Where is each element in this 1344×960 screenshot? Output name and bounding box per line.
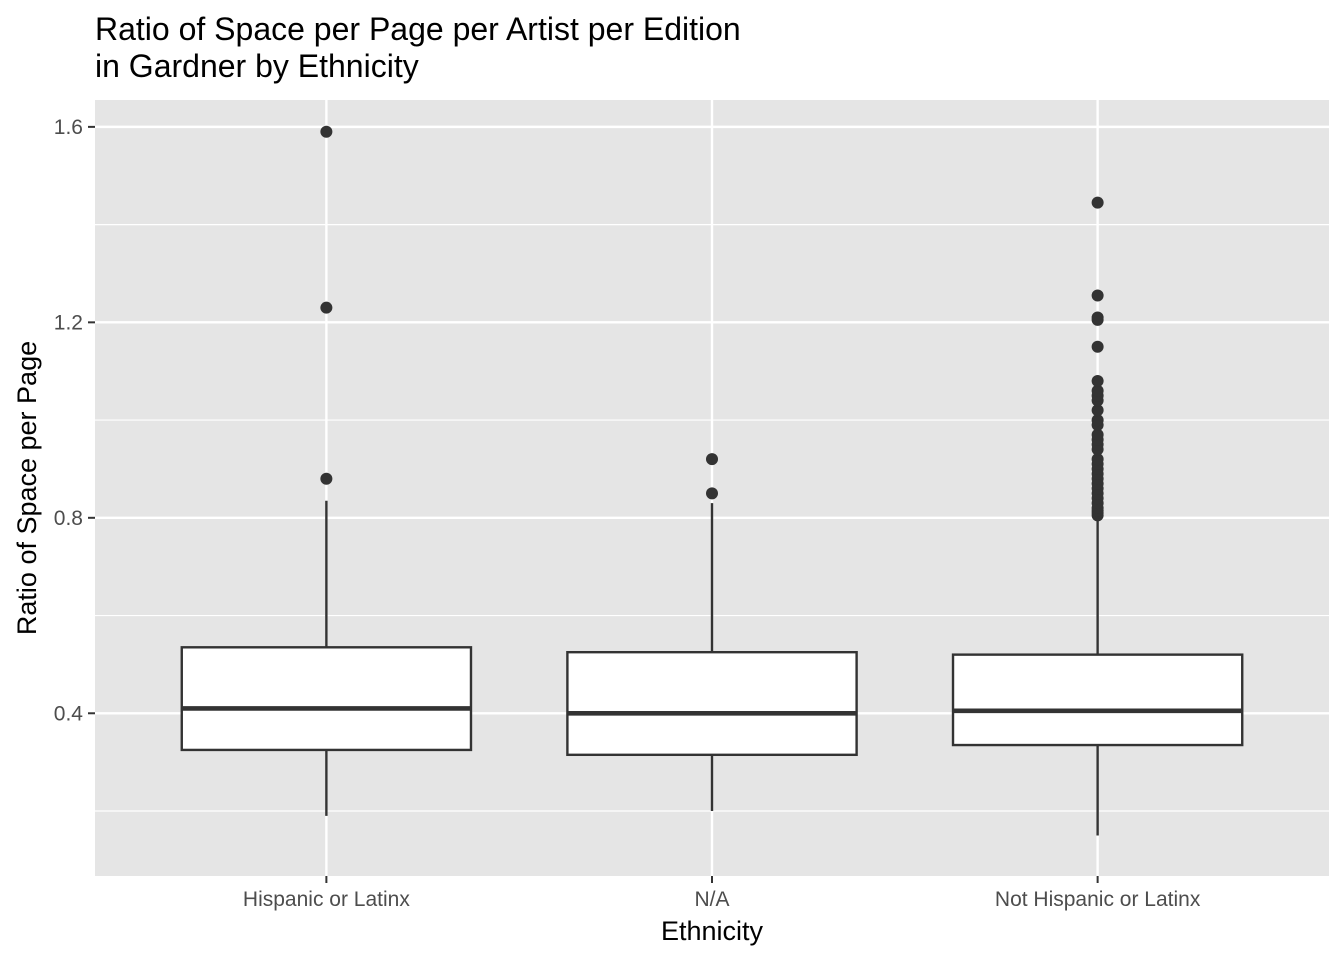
outlier-point [320, 125, 333, 138]
y-tick-label: 0.8 [54, 507, 83, 530]
box-iqr [566, 650, 858, 757]
chart-title-line-2: in Gardner by Ethnicity [95, 48, 419, 84]
box-iqr [180, 646, 473, 752]
outlier-point [320, 472, 333, 485]
y-axis-title: Ratio of Space per Page [12, 341, 42, 635]
chart-title-line-1: Ratio of Space per Page per Artist per E… [95, 11, 741, 47]
y-tick-label: 0.4 [54, 702, 84, 725]
outlier-point [1091, 414, 1104, 427]
box-group [951, 196, 1244, 836]
x-tick-label: N/A [694, 888, 729, 911]
outlier-point [1091, 374, 1104, 387]
x-tick-label: Not Hispanic or Latinx [995, 888, 1201, 911]
outlier-point [1091, 340, 1104, 353]
outlier-point [1091, 196, 1104, 209]
outlier-point [1091, 404, 1104, 417]
box-group [566, 453, 858, 812]
x-tick-label: Hispanic or Latinx [243, 888, 410, 911]
outlier-point [320, 301, 333, 314]
boxes [180, 125, 1244, 836]
outlier-point [706, 487, 718, 500]
y-axis: 0.4 0.8 1.2 1.6 [54, 116, 95, 725]
y-tick-label: 1.6 [54, 116, 83, 139]
y-tick-label: 1.2 [54, 311, 83, 334]
outlier-point [1091, 289, 1104, 302]
outlier-point [706, 453, 718, 466]
box-iqr [951, 653, 1244, 747]
x-axis: Hispanic or Latinx N/A Not Hispanic or Lat… [243, 876, 1201, 911]
outlier-point [1091, 453, 1104, 466]
x-axis-title: Ethnicity [661, 916, 764, 946]
outlier-point [1091, 384, 1104, 397]
box-group [180, 125, 473, 816]
outlier-point [1091, 311, 1104, 324]
outlier-point [1091, 428, 1104, 441]
